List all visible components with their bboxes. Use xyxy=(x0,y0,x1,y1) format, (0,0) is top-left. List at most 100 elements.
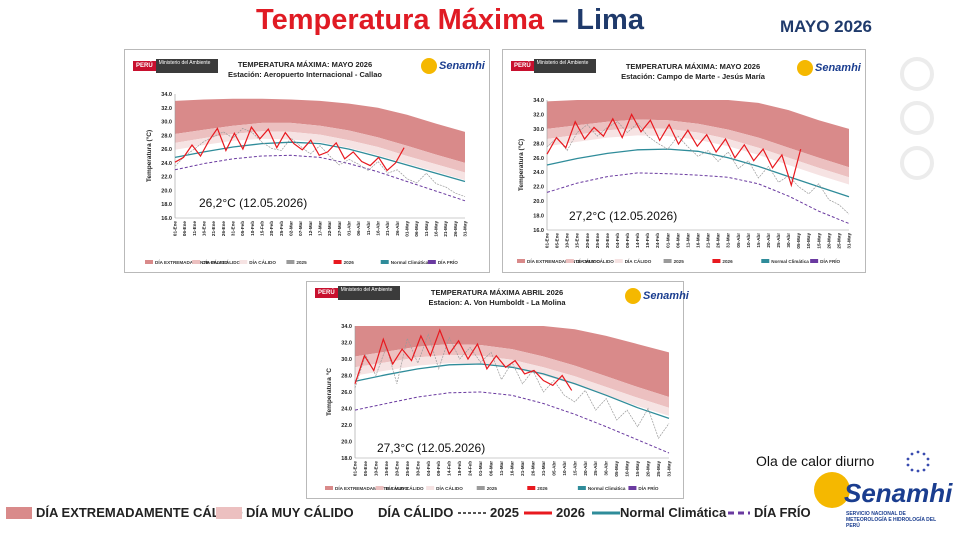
x-tick-label: 05-Feb xyxy=(240,221,245,236)
x-tick-label: 30-Ene xyxy=(605,233,610,249)
x-tick-label: 26-Mar xyxy=(716,233,721,248)
red-line-icon xyxy=(524,511,552,514)
y-tick-label: 24.0 xyxy=(161,161,172,167)
mini-legend-label: DÍA FRÍO xyxy=(438,258,458,265)
legend-swatch xyxy=(6,506,32,519)
heat-wave-icon xyxy=(906,450,930,473)
x-tick-label: 16-Mar xyxy=(696,233,701,248)
band-extreme xyxy=(175,98,465,163)
x-tick-label: 31-May xyxy=(463,221,468,237)
band-warm xyxy=(547,128,849,185)
x-tick-label: 19-Feb xyxy=(645,233,650,248)
x-tick-label: 20-Ene xyxy=(394,461,399,477)
x-tick-label: 05-Ene xyxy=(363,461,368,477)
band-warm xyxy=(175,131,465,181)
senamhi-logo: Senamhi xyxy=(797,60,861,76)
peru-flag-icon: PERÚ xyxy=(511,61,534,71)
mini-legend-swatch xyxy=(286,260,295,264)
x-tick-label: 30-Abr xyxy=(604,461,609,476)
x-tick-label: 25-Feb xyxy=(279,221,284,236)
y-tick-label: 32.0 xyxy=(161,106,172,112)
x-tick-label: 06-Abr xyxy=(356,221,361,236)
mini-legend-swatch xyxy=(628,486,637,490)
mini-legend-swatch xyxy=(426,486,435,490)
mini-legend-swatch xyxy=(810,259,819,263)
mini-legend-swatch xyxy=(527,486,536,490)
series-2026-line xyxy=(174,125,405,172)
chart-annotation: 27,3°C (12.05.2026) xyxy=(377,441,486,455)
senamhi-logo-text: Senamhi xyxy=(815,62,861,74)
x-tick-label: 31-May xyxy=(847,233,852,249)
cold-line xyxy=(174,154,466,202)
main-legend: DÍA EXTREMADAMENTE CÁLIDO DÍA MUY CÁLIDO… xyxy=(0,505,830,535)
ministry-logo: PERÚ Ministerio del Ambiente xyxy=(133,59,218,73)
x-tick-label: 15-Feb xyxy=(260,221,265,236)
x-tick-label: 12-Mar xyxy=(308,221,313,236)
chart-panel-callao: 16.0 18.0 20.0 22.0 24.0 26.0 28.0 30.0 32.0 34.0… xyxy=(124,49,490,273)
y-tick-label: 32.0 xyxy=(341,341,352,347)
legend-label: 2025 xyxy=(490,505,519,520)
ministry-logo: PERÚ Ministerio del Ambiente xyxy=(511,59,596,73)
y-tick-label: 26.0 xyxy=(341,390,352,396)
mini-legend-label: DÍA EXTREMADAMENTE CÁLIDO xyxy=(527,257,601,264)
legend-very-warm: DÍA MUY CÁLIDO xyxy=(216,505,354,520)
mini-legend-swatch xyxy=(761,259,770,263)
chart-title: TEMPERATURA MÁXIMA: MAYO 2026 Estación: A… xyxy=(205,60,405,80)
mini-legend-swatch xyxy=(712,259,721,263)
teal-line-icon xyxy=(592,511,620,514)
y-tick-label: 26.0 xyxy=(533,156,544,162)
chart-svg: 16.0 18.0 20.0 22.0 24.0 26.0 28.0 30.0 32.0 34.0… xyxy=(145,92,468,265)
x-tick-label: 04-Feb xyxy=(426,461,431,476)
title-separator: – xyxy=(544,4,577,36)
x-tick-label: 01-Ene xyxy=(173,221,178,237)
x-tick-label: 10-Ene xyxy=(373,461,378,477)
series-2025-line xyxy=(174,127,466,197)
ministry-label: Ministerio del Ambiente xyxy=(337,286,400,300)
x-tick-label: 10-May xyxy=(806,233,811,249)
mini-legend-label: 2025 xyxy=(487,486,498,491)
x-tick-label: 20-Ene xyxy=(585,233,590,249)
x-tick-label: 19-Feb xyxy=(457,461,462,476)
x-tick-label: 20-May xyxy=(646,461,651,477)
y-axis-label: Temperatura (°C) xyxy=(517,139,525,191)
x-tick-label: 05-Abr xyxy=(736,233,741,248)
y-tick-label: 32.0 xyxy=(533,112,544,118)
x-tick-label: 16-Ene xyxy=(202,221,207,237)
x-tick-label: 01-Mar xyxy=(478,461,483,476)
x-tick-label: 15-Abr xyxy=(756,233,761,248)
x-tick-label: 04-Feb xyxy=(615,233,620,248)
mini-legend-label: 2026 xyxy=(722,259,733,264)
x-tick-label: 05-May xyxy=(796,233,801,249)
sun-icon xyxy=(797,60,813,76)
x-tick-label: 01-Ene xyxy=(545,233,550,249)
mini-legend-label: DÍA MUY CÁLIDO xyxy=(386,484,424,491)
y-tick-label: 16.0 xyxy=(161,216,172,222)
normal-line xyxy=(546,148,850,198)
mini-legend-label: DÍA EXTREMADAMENTE CÁLIDO xyxy=(335,484,409,491)
y-tick-label: 34.0 xyxy=(533,98,544,104)
x-tick-label: 21-Mar xyxy=(520,461,525,476)
x-tick-label: 26-Ene xyxy=(221,221,226,237)
x-tick-label: 01-May xyxy=(405,221,410,237)
x-tick-label: 01-Mar xyxy=(665,233,670,248)
y-tick-label: 30.0 xyxy=(533,127,544,133)
mini-legend-label: DÍA CÁLIDO xyxy=(625,257,652,264)
x-tick-label: 11-May xyxy=(424,221,429,237)
x-tick-label: 31-May xyxy=(667,461,672,477)
y-tick-label: 34.0 xyxy=(161,92,172,98)
x-tick-label: 15-Abr xyxy=(572,461,577,476)
mini-legend-swatch xyxy=(663,259,672,263)
y-axis-label: Temperatura °C xyxy=(325,368,333,416)
x-tick-label: 06-Mar xyxy=(489,461,494,476)
legend-swatch xyxy=(216,506,242,519)
senamhi-logo-text: Senamhi xyxy=(439,60,485,72)
x-tick-label: 31-Mar xyxy=(541,461,546,476)
mini-legend-swatch xyxy=(427,260,436,264)
x-tick-label: 31-Ene xyxy=(231,221,236,237)
band-very-warm xyxy=(547,119,849,178)
x-tick-label: 01-Ene xyxy=(353,461,358,477)
x-tick-label: 06-Mar xyxy=(675,233,680,248)
band-very-warm xyxy=(355,344,669,408)
chart-title-text: TEMPERATURA MÁXIMA: MAYO 2026 xyxy=(237,60,373,69)
mini-legend-swatch xyxy=(565,259,574,263)
